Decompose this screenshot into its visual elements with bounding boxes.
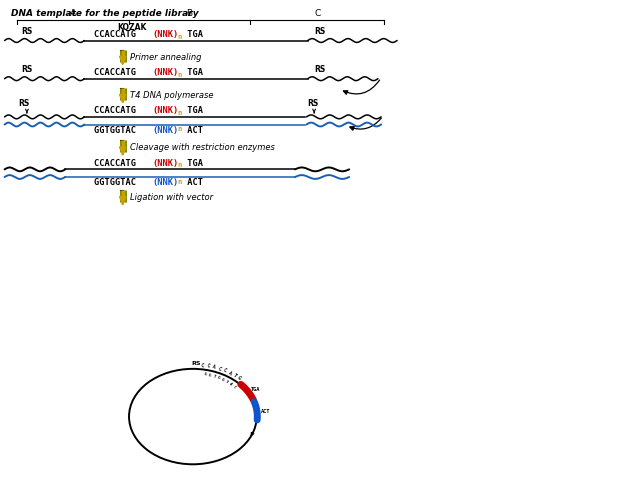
Text: n: n <box>177 179 181 185</box>
Text: n: n <box>177 162 181 168</box>
Text: CCACCATG: CCACCATG <box>94 107 141 116</box>
Text: Primer annealing: Primer annealing <box>130 53 202 62</box>
Text: T: T <box>212 374 216 379</box>
Text: RS: RS <box>18 99 29 108</box>
Text: (NNK): (NNK) <box>153 126 179 135</box>
Text: RS: RS <box>314 65 326 74</box>
Text: ACT: ACT <box>261 409 270 414</box>
Text: (NNK): (NNK) <box>153 68 179 77</box>
Text: G: G <box>221 378 225 382</box>
Text: G: G <box>217 376 221 381</box>
Text: G: G <box>208 373 212 378</box>
Text: KOZAK: KOZAK <box>117 23 147 32</box>
Text: (NNK): (NNK) <box>153 179 179 187</box>
FancyArrowPatch shape <box>350 118 381 130</box>
Text: A: A <box>228 382 233 386</box>
Text: (NNK): (NNK) <box>153 107 179 116</box>
Text: C: C <box>217 366 222 372</box>
Text: C: C <box>314 9 320 18</box>
Text: Cleavage with restriction enzymes: Cleavage with restriction enzymes <box>130 143 275 152</box>
Text: RS: RS <box>191 361 201 366</box>
Text: ACT: ACT <box>182 179 203 187</box>
Text: C: C <box>222 368 227 374</box>
Text: (NNK): (NNK) <box>153 159 179 168</box>
Text: CCACCATG: CCACCATG <box>94 68 141 77</box>
Text: C: C <box>232 384 237 389</box>
FancyArrowPatch shape <box>251 432 254 435</box>
Text: Ligation with vector: Ligation with vector <box>130 193 213 202</box>
Text: A: A <box>212 365 216 370</box>
Text: A: A <box>70 9 76 18</box>
Text: TGA: TGA <box>182 107 203 116</box>
Text: C: C <box>206 363 210 369</box>
Text: B: B <box>187 9 193 18</box>
Text: TGA: TGA <box>182 30 203 39</box>
Text: RS: RS <box>21 65 33 74</box>
FancyArrowPatch shape <box>344 80 379 94</box>
Text: TGA: TGA <box>251 387 260 392</box>
Text: T: T <box>224 380 229 384</box>
Text: ACT: ACT <box>182 126 203 135</box>
Text: (NNK): (NNK) <box>153 30 179 39</box>
Text: n: n <box>177 126 181 132</box>
Text: A: A <box>227 370 232 376</box>
Text: TGA: TGA <box>182 159 203 168</box>
Text: n: n <box>177 34 181 39</box>
Text: T: T <box>232 372 237 378</box>
Text: G: G <box>237 375 242 381</box>
Text: n: n <box>177 110 181 116</box>
Text: RS: RS <box>21 27 33 36</box>
Text: DNA template for the peptide library: DNA template for the peptide library <box>11 9 199 18</box>
Text: GGTGGTAC: GGTGGTAC <box>94 179 141 187</box>
Text: RS: RS <box>308 99 319 108</box>
Text: CCACCATG: CCACCATG <box>94 159 141 168</box>
Text: RS: RS <box>314 27 326 36</box>
Text: TGA: TGA <box>182 68 203 77</box>
Text: C: C <box>201 363 204 368</box>
Text: T4 DNA polymerase: T4 DNA polymerase <box>130 91 214 100</box>
Text: GGTGGTAC: GGTGGTAC <box>94 126 141 135</box>
Text: CCACCATG: CCACCATG <box>94 30 141 39</box>
Text: n: n <box>177 72 181 78</box>
Text: G: G <box>203 372 206 377</box>
